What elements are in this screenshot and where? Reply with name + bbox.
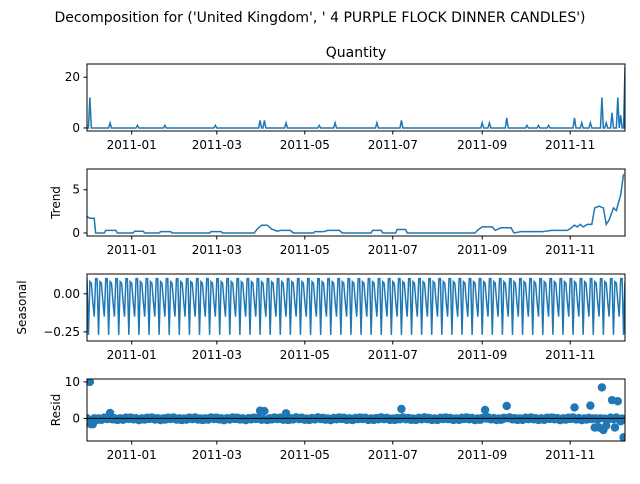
resid-point — [586, 401, 595, 410]
quantity-series-line — [87, 67, 625, 129]
x-tick-label: 2011-09 — [457, 138, 507, 152]
resid-point — [87, 379, 95, 387]
resid-point — [620, 415, 625, 424]
x-tick-label: 2011-01 — [107, 243, 157, 257]
x-tick-label: 2011-11 — [545, 448, 595, 462]
axes-frame — [86, 168, 626, 237]
y-tick-label: 0 — [72, 226, 80, 240]
resid-point — [480, 405, 490, 415]
trend-series-line — [87, 174, 625, 234]
resid-point — [613, 397, 622, 406]
panel-title: Quantity — [326, 45, 387, 61]
y-tick-label: 5 — [72, 183, 80, 197]
x-tick-label: 2011-05 — [280, 348, 330, 362]
plot-area — [87, 379, 625, 441]
x-tick-label: 2011-03 — [192, 138, 242, 152]
axes-frame — [86, 378, 626, 442]
x-tick-label: 2011-11 — [545, 138, 595, 152]
resid-point — [597, 383, 607, 392]
x-tick-label: 2011-11 — [545, 348, 595, 362]
seasonal-series-line — [87, 277, 625, 335]
panel-resid: 10 0 2011-01 2011-03 2011-05 2011-07 2011-09 20… — [49, 375, 626, 462]
y-tick-label: −0.25 — [43, 325, 80, 339]
x-tick-label: 2011-03 — [192, 243, 242, 257]
x-tick-label: 2011-07 — [368, 243, 418, 257]
x-tick-label: 2011-05 — [280, 448, 330, 462]
y-tick-label: 0.00 — [53, 287, 80, 301]
plot-area — [87, 174, 625, 234]
x-tick-label: 2011-01 — [107, 138, 157, 152]
panel-quantity: 0 20 2011-01 2011-03 2011-05 2011-07 2011-09 20… — [65, 45, 626, 152]
panel-seasonal: 0.00 −0.25 2011-01 2011-03 2011-05 2011-07 201… — [15, 273, 626, 362]
x-tick-label: 2011-07 — [368, 138, 418, 152]
y-axis-label: Resid — [49, 394, 63, 426]
x-tick-label: 2011-01 — [107, 348, 157, 362]
x-tick-label: 2011-01 — [107, 448, 157, 462]
y-tick-label: 20 — [65, 70, 80, 84]
panels: 0 20 2011-01 2011-03 2011-05 2011-07 2011-09 20… — [15, 45, 626, 462]
x-tick-label: 2011-09 — [457, 348, 507, 362]
x-tick-label: 2011-03 — [192, 348, 242, 362]
x-tick-label: 2011-09 — [457, 448, 507, 462]
resid-point — [610, 423, 620, 432]
resid-point — [260, 406, 269, 416]
axes-frame — [86, 63, 626, 132]
x-tick-label: 2011-07 — [368, 348, 418, 362]
x-tick-label: 2011-05 — [280, 138, 330, 152]
axes-frame — [86, 273, 626, 342]
plot-area — [87, 67, 625, 129]
y-axis-label: Seasonal — [15, 280, 29, 334]
y-tick-label: 10 — [65, 375, 80, 389]
x-tick-label: 2011-09 — [457, 243, 507, 257]
x-tick-label: 2011-11 — [545, 243, 595, 257]
figure-title: Decomposition for ('United Kingdom', ' 4… — [54, 10, 585, 26]
x-tick-label: 2011-03 — [192, 448, 242, 462]
resid-point — [502, 401, 511, 411]
plot-area — [87, 277, 625, 335]
resid-point — [570, 403, 579, 412]
resid-point — [397, 404, 406, 414]
panel-trend: 0 5 2011-01 2011-03 2011-05 2011-07 2011-09 201… — [49, 168, 626, 257]
y-tick-label: 0 — [72, 411, 80, 425]
x-tick-label: 2011-05 — [280, 243, 330, 257]
x-tick-label: 2011-07 — [368, 448, 418, 462]
y-tick-label: 0 — [72, 121, 80, 135]
resid-point — [619, 433, 625, 441]
y-axis-label: Trend — [49, 186, 63, 220]
